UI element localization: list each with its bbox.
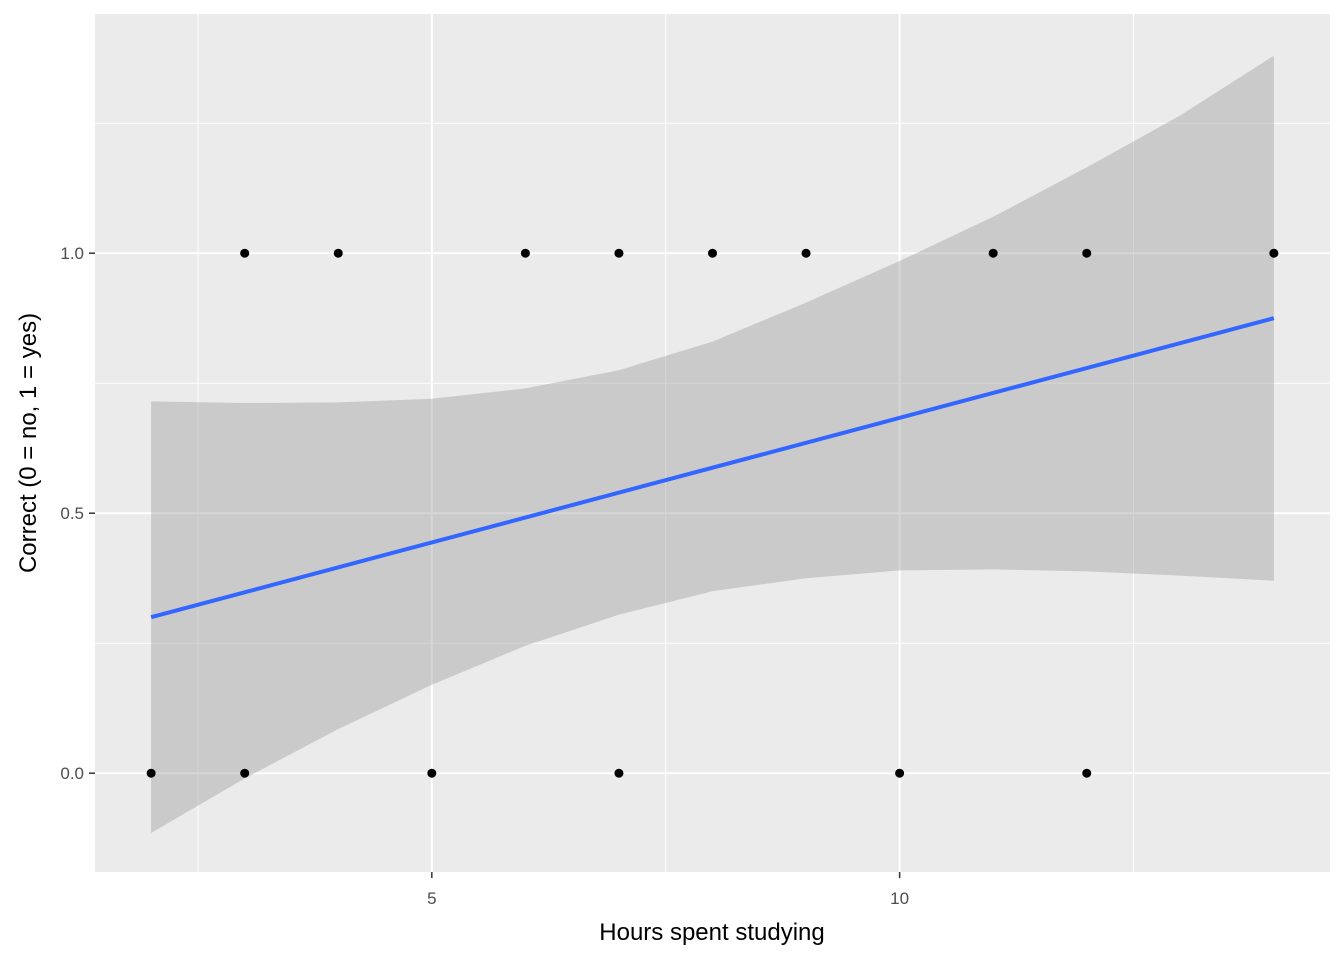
- y-tick-label: 0.5: [60, 504, 84, 523]
- y-tick-label: 0.0: [60, 764, 84, 783]
- x-tick-label: 10: [890, 889, 909, 908]
- data-point: [1269, 248, 1279, 258]
- minor-grid: [95, 14, 1330, 872]
- plot-panel: [95, 14, 1330, 872]
- data-point: [240, 248, 250, 258]
- data-point: [1082, 248, 1092, 258]
- y-tick-label: 1.0: [60, 244, 84, 263]
- data-point: [146, 768, 156, 778]
- data-point: [801, 248, 811, 258]
- data-points: [146, 248, 1279, 778]
- x-tick-label: 5: [427, 889, 436, 908]
- x-axis-title: Hours spent studying: [599, 919, 824, 946]
- data-point: [1082, 768, 1092, 778]
- data-point: [240, 768, 250, 778]
- y-tick-labels: 0.0 0.5 1.0: [60, 244, 84, 783]
- data-point: [333, 248, 343, 258]
- x-tick-labels: 5 10: [427, 889, 909, 908]
- data-point: [895, 768, 905, 778]
- data-point: [520, 248, 530, 258]
- y-axis-title: Correct (0 = no, 1 = yes): [15, 313, 42, 573]
- data-point: [427, 768, 437, 778]
- axis-ticks: [89, 252, 901, 878]
- data-point: [614, 248, 624, 258]
- data-point: [708, 248, 717, 258]
- fit-line: [150, 316, 1275, 620]
- data-point: [988, 248, 998, 258]
- data-point: [614, 768, 624, 778]
